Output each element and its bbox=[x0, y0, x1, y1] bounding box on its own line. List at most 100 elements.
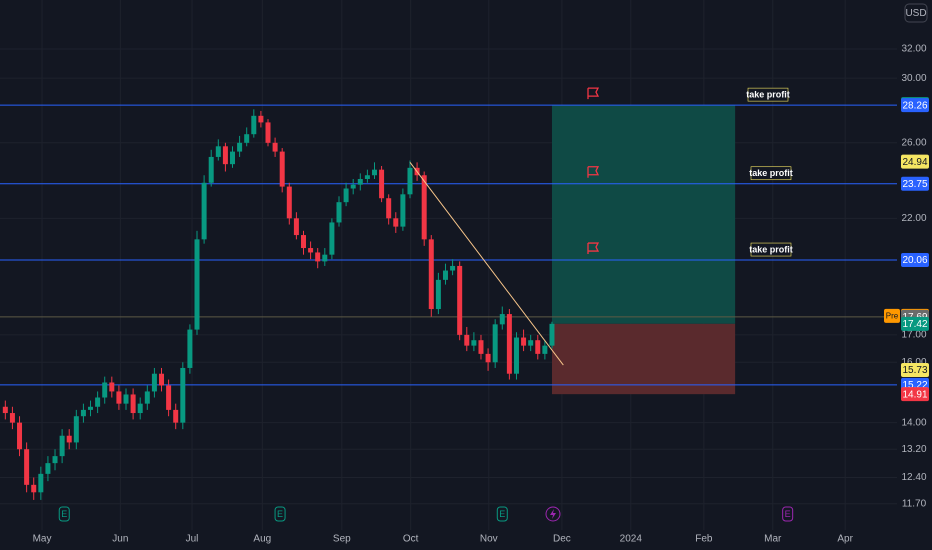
price-label: 14.91 bbox=[902, 389, 927, 400]
candle-body bbox=[194, 239, 200, 330]
y-tick-label: 13.20 bbox=[901, 444, 926, 455]
candle-body bbox=[215, 146, 221, 157]
candle-body bbox=[144, 391, 150, 404]
candle-body bbox=[66, 435, 72, 443]
annotation-box bbox=[747, 87, 789, 102]
x-tick-label: Dec bbox=[553, 534, 571, 545]
y-tick-label: 26.00 bbox=[901, 137, 926, 148]
event-label: E bbox=[61, 509, 67, 519]
candle-body bbox=[272, 142, 278, 152]
event-marker bbox=[782, 506, 794, 522]
price-label-bg bbox=[901, 362, 929, 377]
y-tick-label: 32.00 bbox=[901, 44, 926, 55]
candle-body bbox=[371, 169, 377, 176]
candle-body bbox=[230, 151, 236, 165]
candle-body bbox=[222, 146, 228, 165]
y-tick-label: 12.40 bbox=[901, 472, 926, 483]
currency[interactable]: USD bbox=[905, 8, 926, 19]
candle-body bbox=[80, 409, 86, 417]
candle-body bbox=[464, 334, 470, 346]
annotation-box bbox=[750, 242, 792, 257]
event-label: E bbox=[277, 509, 283, 519]
y-tick-label: 16.00 bbox=[901, 357, 926, 368]
candle-body bbox=[52, 456, 58, 464]
event-marker bbox=[496, 506, 508, 522]
price-label-bg bbox=[901, 154, 929, 169]
candle-body bbox=[400, 194, 406, 227]
candle-body bbox=[450, 265, 456, 271]
x-tick-label: Jun bbox=[112, 534, 128, 545]
candle-body bbox=[24, 449, 30, 485]
candle-body bbox=[492, 324, 498, 363]
flag-shape bbox=[587, 166, 600, 178]
candle-body bbox=[499, 314, 505, 325]
candle-body bbox=[237, 142, 243, 152]
candle-body bbox=[173, 409, 179, 423]
candle-body bbox=[151, 373, 157, 392]
candle-body bbox=[549, 323, 555, 346]
price-label-bg bbox=[901, 387, 929, 402]
x-tick-label: Feb bbox=[695, 534, 713, 545]
event-marker bbox=[58, 506, 70, 522]
candle-body bbox=[521, 337, 527, 346]
price-label: 15.73 bbox=[902, 365, 927, 376]
candle-body bbox=[137, 403, 143, 414]
candle-body bbox=[45, 463, 51, 474]
price-label-bg bbox=[901, 253, 929, 268]
candle-body bbox=[251, 115, 257, 135]
annotation-label: take profit bbox=[749, 168, 793, 178]
candle-body bbox=[343, 188, 349, 203]
y-tick-label: 11.70 bbox=[902, 498, 927, 509]
y-tick-label: 22.00 bbox=[901, 213, 926, 224]
lightning-event[interactable] bbox=[545, 506, 561, 522]
candle-body bbox=[471, 340, 477, 346]
candle-body bbox=[308, 248, 314, 253]
price-label: 17.42 bbox=[902, 319, 927, 330]
candle-body bbox=[109, 382, 115, 392]
annotation-label: take profit bbox=[749, 244, 793, 254]
y-tick-label: 17.00 bbox=[901, 330, 926, 341]
pre-tag-bg bbox=[884, 308, 900, 323]
candle-body bbox=[38, 473, 44, 493]
candle-body bbox=[31, 484, 37, 493]
candle-body bbox=[386, 198, 392, 219]
candle-body bbox=[244, 134, 250, 143]
candle-body bbox=[329, 222, 335, 255]
target-zone bbox=[551, 105, 736, 324]
candle-body bbox=[123, 394, 129, 404]
candle-body bbox=[350, 184, 356, 189]
candle-body bbox=[95, 397, 101, 407]
candle-body bbox=[393, 218, 399, 227]
flag bbox=[587, 242, 600, 255]
candle-body bbox=[258, 115, 264, 123]
background-layer bbox=[0, 0, 897, 530]
candle-body bbox=[300, 235, 306, 249]
event-label: E bbox=[785, 509, 791, 519]
candle-body bbox=[88, 406, 94, 410]
flag bbox=[587, 166, 600, 178]
x-tick-label: Mar bbox=[764, 534, 782, 545]
candle-body bbox=[130, 394, 136, 414]
candle-body bbox=[17, 422, 23, 450]
candle-body bbox=[542, 345, 548, 354]
event-label: E bbox=[499, 509, 505, 519]
price-label: 24.94 bbox=[902, 157, 927, 168]
candle-body bbox=[442, 270, 448, 280]
candle-body bbox=[506, 314, 512, 374]
stop-zone bbox=[551, 323, 736, 395]
candle-body bbox=[478, 340, 484, 354]
x-tick-label: Sep bbox=[333, 534, 351, 545]
candle-body bbox=[421, 175, 427, 240]
flag bbox=[587, 87, 600, 100]
currency-box[interactable] bbox=[904, 3, 928, 23]
candle-body bbox=[364, 175, 370, 179]
candle-body bbox=[159, 373, 165, 386]
candle-body bbox=[336, 202, 342, 223]
trendline bbox=[409, 162, 564, 366]
price-label: 28.26 bbox=[902, 100, 927, 111]
price-label-bg bbox=[901, 98, 929, 113]
x-tick-label: Oct bbox=[403, 534, 419, 545]
candle-body bbox=[286, 186, 292, 219]
candle-body bbox=[293, 218, 299, 236]
